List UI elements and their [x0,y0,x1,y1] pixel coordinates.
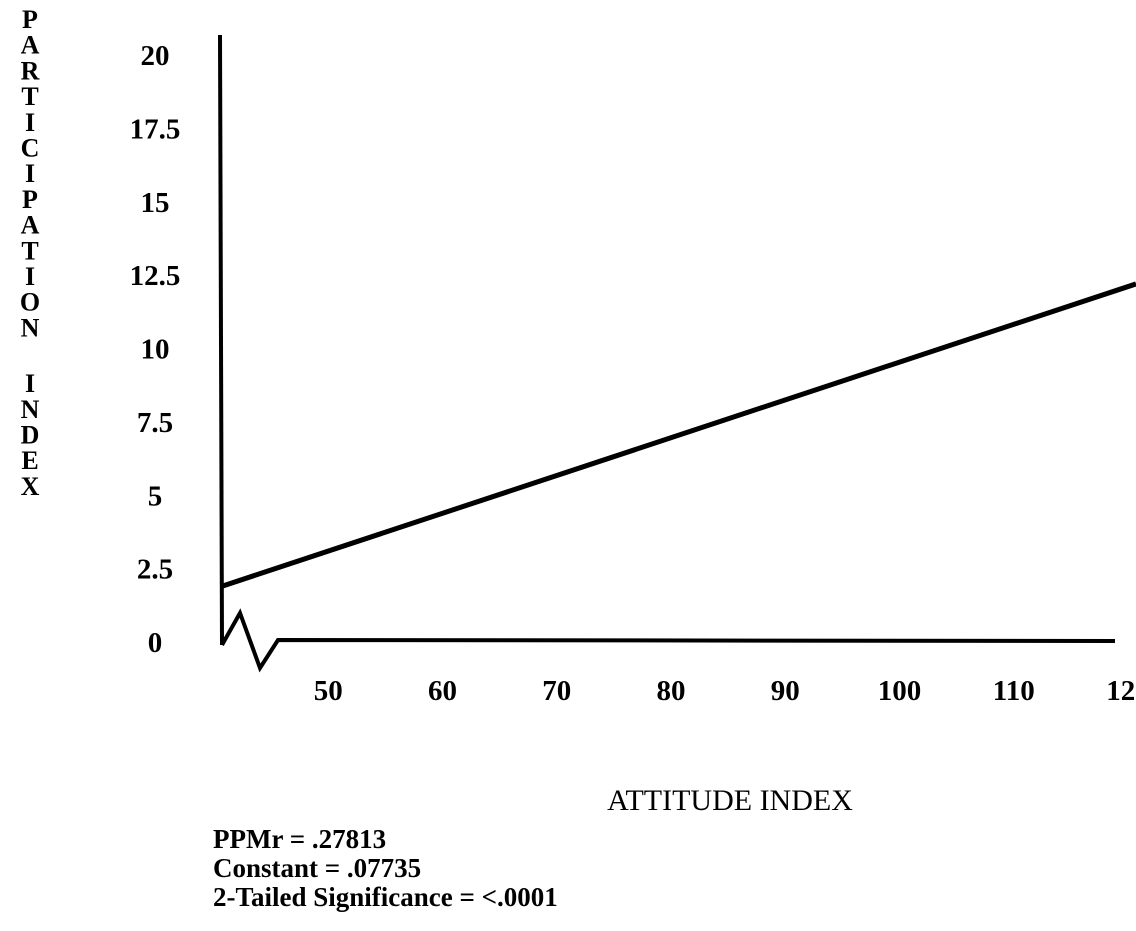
y-axis-line [218,34,224,646]
y-axis-label-letter: T [21,236,38,265]
x-tick-label: 100 [878,675,922,707]
x-tick-label: 60 [428,675,457,707]
y-axis-label-letter: O [20,288,40,317]
y-tick-label: 5 [148,480,163,512]
y-axis-label-letter: I [25,369,35,398]
y-axis-label-letter: A [21,211,40,240]
x-axis-label: ATTITUDE INDEX [607,784,853,817]
significance-text: 2-Tailed Significance = <.0001 [213,882,558,912]
y-axis-label-letter: R [21,56,40,85]
y-axis-label-letter: P [22,5,38,34]
y-axis-label-letter: E [21,446,38,475]
y-tick-label: 12.5 [130,260,181,292]
x-tick-label: 80 [657,675,686,707]
ppmr-text: PPMr = .27813 [213,824,387,854]
y-axis-label-letter: I [25,108,35,137]
x-tick-label: 90 [771,675,800,707]
regression-line [221,281,1136,589]
y-axis-label-letter: N [21,395,40,424]
y-axis-label-letter: A [21,31,40,60]
x-tick-label: 120 [1106,675,1136,707]
x-axis-break-line [220,608,1116,673]
x-tick-label: 110 [993,675,1035,707]
x-tick-label: 50 [314,675,343,707]
y-axis-label-letter: P [22,185,38,214]
y-tick-label: 7.5 [137,407,173,439]
x-tick-label: 70 [542,675,571,707]
y-axis-label-letter: D [21,421,40,450]
y-tick-label: 0 [148,627,163,659]
y-tick-label: 10 [141,334,170,366]
series-group [221,281,1136,589]
y-tick-labels: 0 2.5 5 7.5 10 12.5 15 17.5 20 [130,40,181,659]
y-tick-label: 20 [141,40,170,72]
constant-text: Constant = .07735 [213,853,422,883]
x-tick-labels: 50 60 70 80 90 100 110 120 [314,675,1136,707]
y-axis-label-letter: I [25,159,35,188]
y-axis-label-letter: C [21,134,40,163]
y-tick-label: 2.5 [137,554,173,586]
y-tick-label: 15 [141,187,170,219]
y-axis-label-letter: T [21,82,38,111]
y-axis-label-letter: X [21,472,40,501]
y-axis-label-letter: N [21,313,40,342]
stats-block: PPMr = .27813 Constant = .07735 2-Tailed… [213,825,558,912]
y-axis-label-letter: I [25,262,35,291]
y-tick-label: 17.5 [130,113,181,145]
